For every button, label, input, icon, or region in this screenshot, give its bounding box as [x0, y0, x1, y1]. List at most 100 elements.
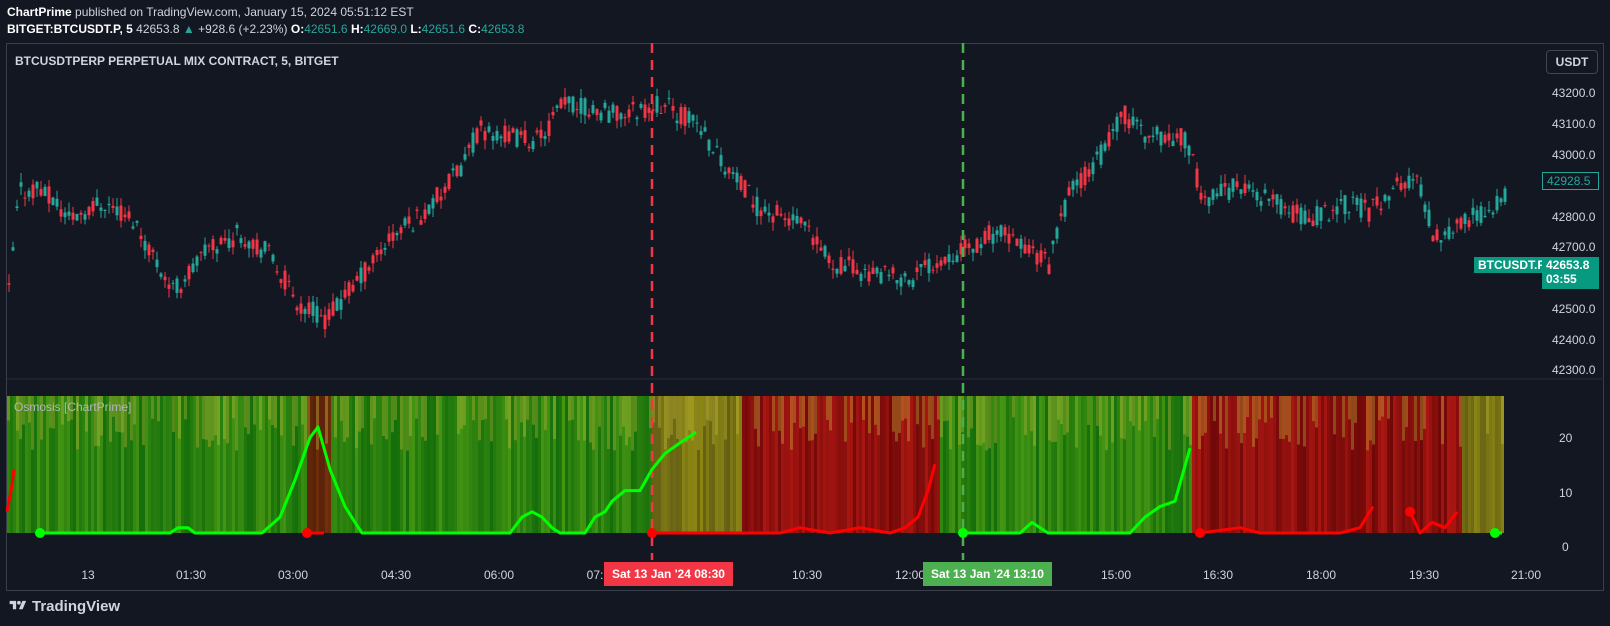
heatmap-column	[799, 396, 802, 533]
candle-body	[55, 198, 59, 207]
heatmap-column	[1228, 396, 1231, 533]
currency-button[interactable]: USDT	[1546, 50, 1598, 74]
time-tick: 15:00	[1100, 568, 1132, 582]
heatmap-column	[853, 396, 856, 533]
heatmap-column	[325, 396, 328, 533]
heatmap-column	[1420, 396, 1423, 533]
heatmap-column	[1195, 396, 1198, 533]
heatmap-column	[610, 396, 613, 533]
heatmap-column	[364, 396, 367, 533]
heatmap-column-top	[355, 396, 358, 449]
heatmap-column	[892, 396, 895, 533]
heatmap-column	[898, 396, 901, 533]
heatmap-column-top	[631, 396, 634, 451]
heatmap-column	[688, 396, 691, 533]
candle-body	[1119, 111, 1123, 118]
candle-body	[47, 186, 51, 204]
heatmap-column	[1339, 396, 1342, 533]
candle-body	[555, 105, 559, 108]
heatmap-column-top	[301, 396, 304, 425]
indicator-title[interactable]: Osmosis [ChartPrime]	[14, 400, 132, 414]
candle-body	[63, 212, 67, 218]
heatmap-column	[835, 396, 838, 533]
heatmap-column-top	[115, 396, 118, 432]
candle-body	[1155, 126, 1159, 135]
heatmap-column	[1042, 396, 1045, 533]
heatmap-column-top	[394, 396, 397, 420]
heatmap-column	[1444, 396, 1447, 533]
heatmap-column	[124, 396, 127, 533]
heatmap-column	[1351, 396, 1354, 533]
heatmap-column-top	[1225, 396, 1228, 449]
tradingview-logo[interactable]: TradingView	[8, 598, 120, 615]
heatmap-column-top	[685, 396, 688, 443]
heatmap-column	[949, 396, 952, 533]
heatmap-column	[1258, 396, 1261, 533]
heatmap-column	[781, 396, 784, 533]
indicator-tick: 0	[1562, 540, 1569, 554]
heatmap-column-top	[1189, 396, 1192, 445]
heatmap-column	[1213, 396, 1216, 533]
heatmap-column-top	[382, 396, 385, 437]
heatmap-column	[88, 396, 91, 533]
heatmap-column	[31, 396, 34, 533]
heatmap-column-top	[361, 396, 364, 429]
heatmap-column	[1138, 396, 1141, 533]
heatmap-column	[925, 396, 928, 533]
candle-body	[955, 255, 959, 262]
heatmap-column	[19, 396, 22, 533]
candle-body	[415, 209, 419, 211]
heatmap-column	[112, 396, 115, 533]
heatmap-column	[1333, 396, 1336, 533]
candle-body	[547, 120, 551, 136]
heatmap-column-top	[151, 396, 154, 419]
candle-body	[1283, 206, 1287, 209]
heatmap-column-top	[1246, 396, 1249, 418]
candle-body	[279, 279, 283, 283]
heatmap-column-top	[61, 396, 64, 425]
candle-body	[999, 225, 1003, 237]
heatmap-column-top	[373, 396, 376, 419]
candle-body	[99, 207, 103, 211]
heatmap-column-top	[577, 396, 580, 441]
candle-body	[499, 136, 503, 139]
candle-body	[707, 139, 711, 151]
heatmap-column-top	[1099, 396, 1102, 436]
heatmap-column	[1081, 396, 1084, 533]
heatmap-column	[1318, 396, 1321, 533]
heatmap-column-top	[589, 396, 592, 443]
candle-body	[1371, 198, 1375, 200]
candle-body	[1247, 184, 1251, 189]
heatmap-column	[790, 396, 793, 533]
heatmap-column-top	[634, 396, 637, 432]
heatmap-column	[79, 396, 82, 533]
heatmap-column-top	[208, 396, 211, 447]
heatmap-column-top	[292, 396, 295, 446]
heatmap-column	[826, 396, 829, 533]
heatmap-column	[754, 396, 757, 533]
candle-body	[571, 96, 575, 113]
heatmap-column	[1219, 396, 1222, 533]
heatmap-column	[994, 396, 997, 533]
author-name[interactable]: ChartPrime	[7, 5, 72, 19]
heatmap-column	[1360, 396, 1363, 533]
candle-body	[1203, 196, 1207, 198]
candle-body	[815, 236, 819, 245]
heatmap-column	[448, 396, 451, 533]
heatmap-column-top	[1219, 396, 1222, 434]
heatmap-column	[1135, 396, 1138, 533]
candle-body	[511, 128, 515, 133]
candle-body	[131, 226, 135, 229]
heatmap-column-top	[1282, 396, 1285, 439]
heatmap-column	[1396, 396, 1399, 533]
candle-body	[1387, 196, 1391, 201]
candle-body	[1043, 252, 1047, 254]
price-highlight-tag: 42928.5	[1542, 172, 1599, 190]
heatmap-column	[1030, 396, 1033, 533]
heatmap-column	[859, 396, 862, 533]
heatmap-column	[1093, 396, 1096, 533]
heatmap-column	[868, 396, 871, 533]
symbol-tag: BTCUSDT.P	[1474, 257, 1550, 273]
candle-body	[1443, 231, 1447, 236]
